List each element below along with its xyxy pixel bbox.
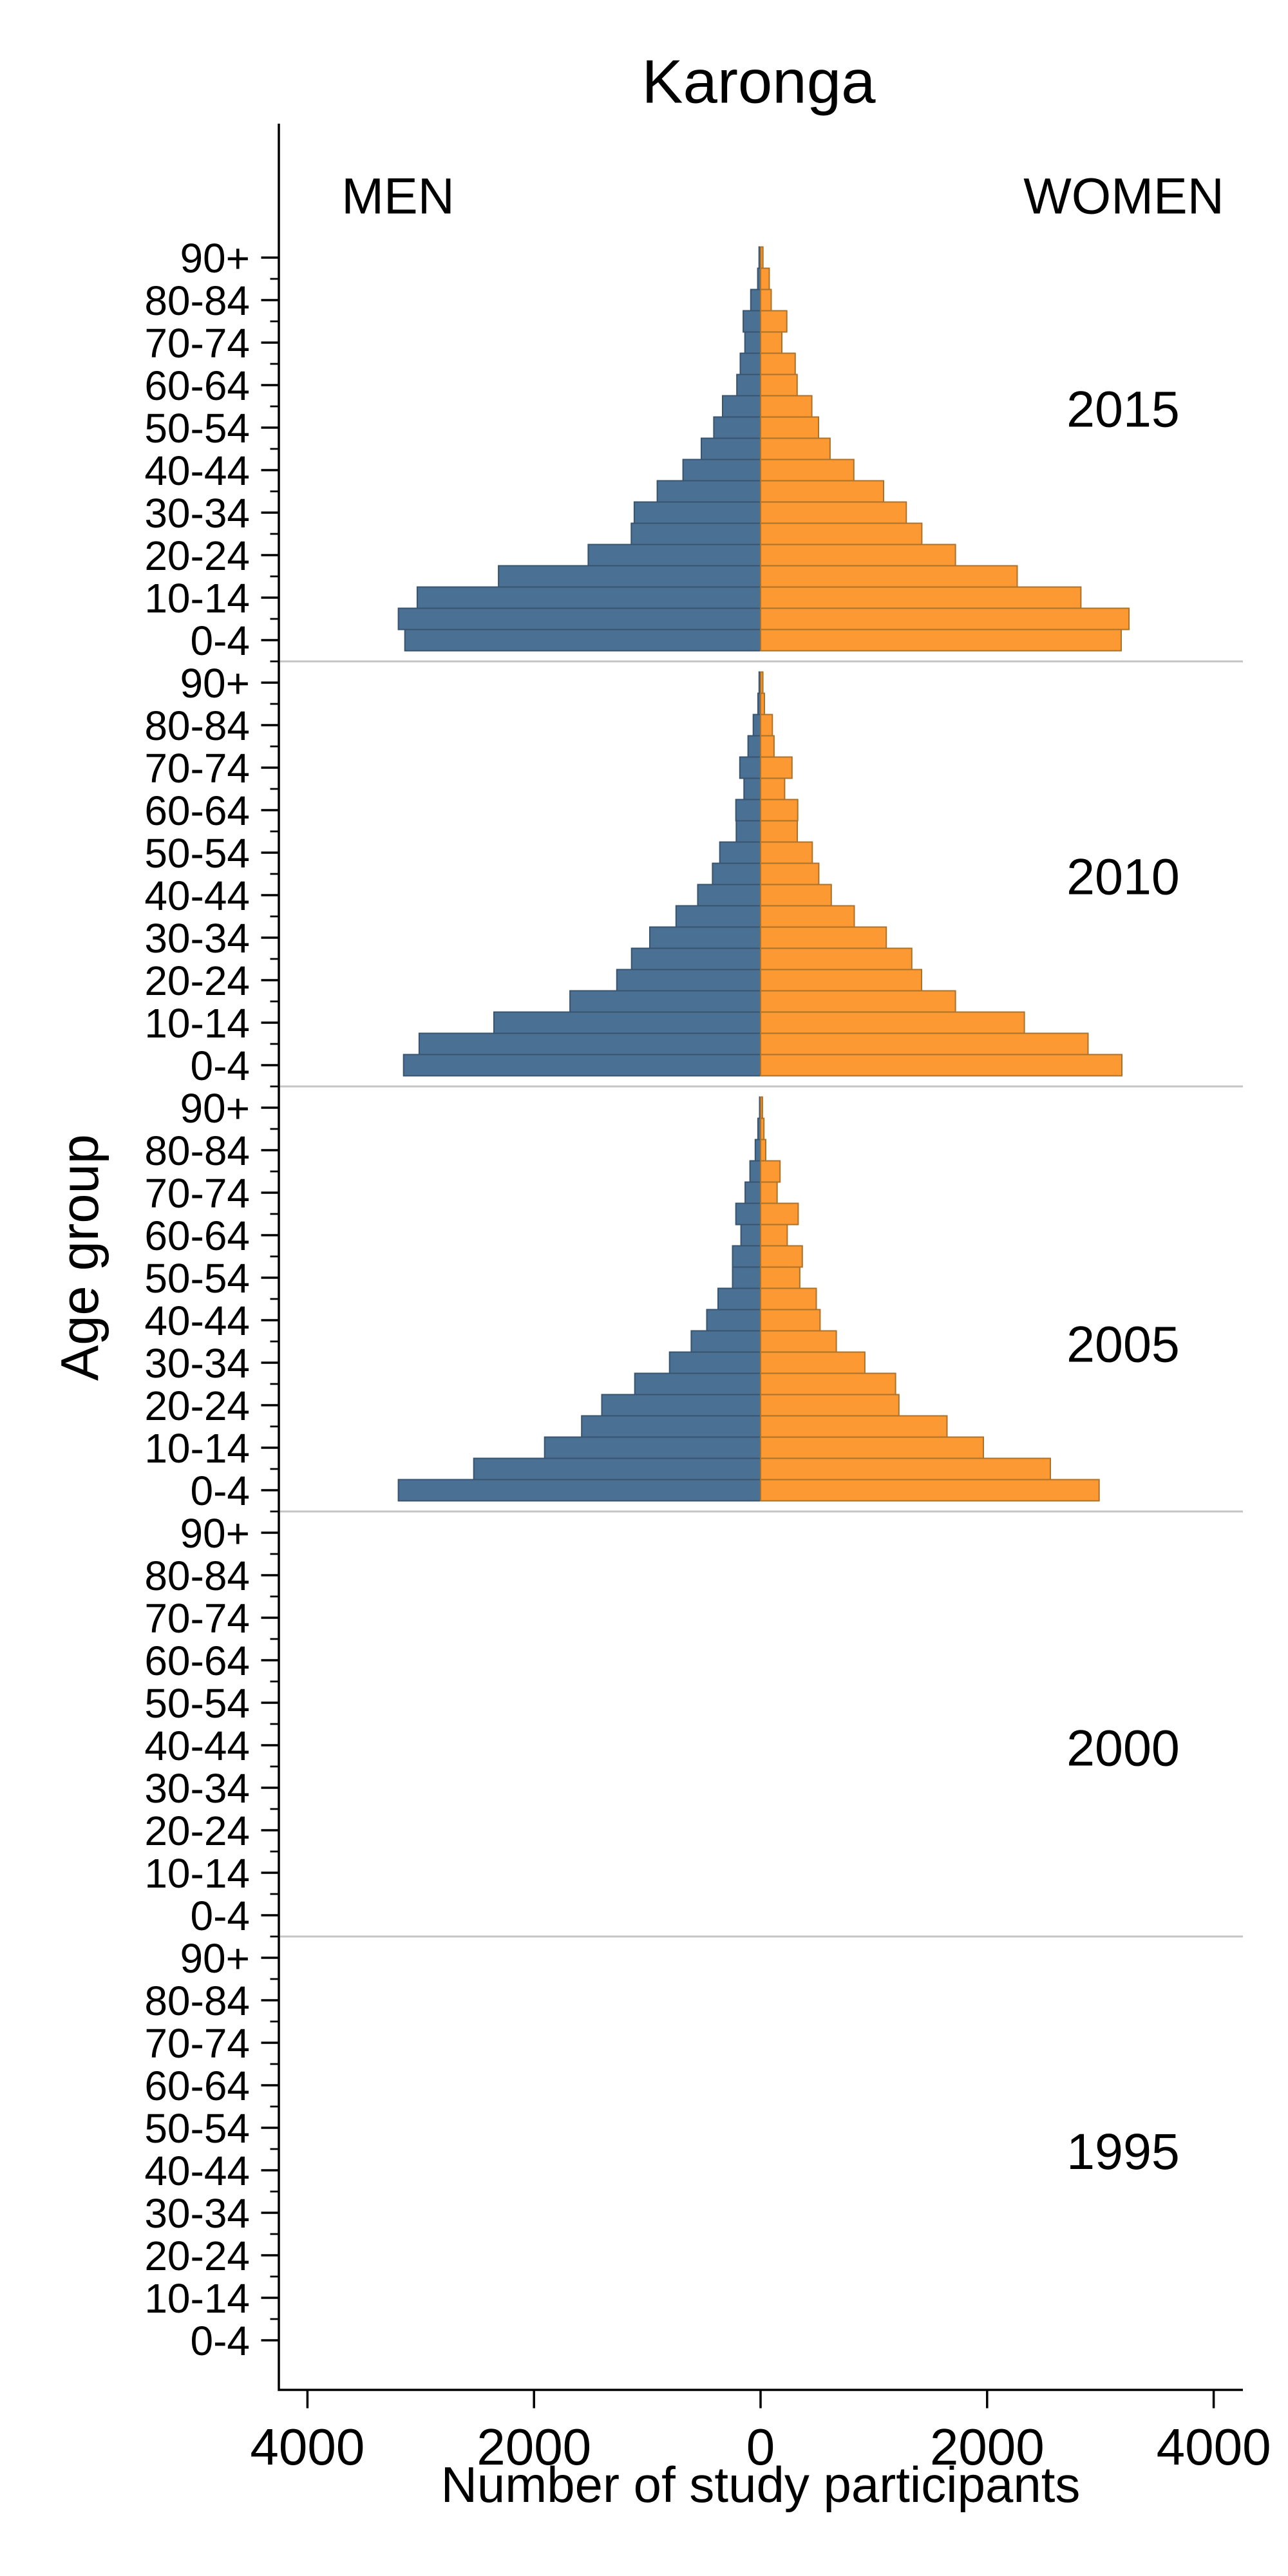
svg-text:10-14: 10-14 <box>144 1000 250 1046</box>
svg-text:90+: 90+ <box>180 660 250 706</box>
svg-text:60-64: 60-64 <box>144 788 250 834</box>
svg-text:70-74: 70-74 <box>144 1595 250 1642</box>
svg-text:60-64: 60-64 <box>144 1638 250 1684</box>
svg-text:90+: 90+ <box>180 235 250 281</box>
svg-text:80-84: 80-84 <box>144 703 250 749</box>
svg-text:2000: 2000 <box>930 2418 1045 2476</box>
svg-text:50-54: 50-54 <box>144 1680 250 1727</box>
svg-text:20-24: 20-24 <box>144 2233 250 2279</box>
svg-text:2010: 2010 <box>1066 848 1180 905</box>
svg-text:MEN: MEN <box>341 167 455 225</box>
svg-text:30-34: 30-34 <box>144 490 250 536</box>
svg-text:WOMEN: WOMEN <box>1023 167 1224 225</box>
svg-text:30-34: 30-34 <box>144 915 250 961</box>
svg-text:20-24: 20-24 <box>144 533 250 579</box>
svg-text:Karonga: Karonga <box>642 47 876 116</box>
svg-text:70-74: 70-74 <box>144 320 250 366</box>
svg-text:80-84: 80-84 <box>144 278 250 324</box>
svg-text:10-14: 10-14 <box>144 2275 250 2322</box>
svg-text:2000: 2000 <box>477 2418 591 2476</box>
svg-text:30-34: 30-34 <box>144 1340 250 1387</box>
svg-text:30-34: 30-34 <box>144 1765 250 1812</box>
svg-text:70-74: 70-74 <box>144 2020 250 2067</box>
svg-text:4000: 4000 <box>250 2418 365 2476</box>
svg-text:70-74: 70-74 <box>144 745 250 791</box>
svg-text:60-64: 60-64 <box>144 2063 250 2109</box>
svg-text:0-4: 0-4 <box>191 618 251 664</box>
svg-text:90+: 90+ <box>180 1935 250 1982</box>
svg-text:10-14: 10-14 <box>144 1425 250 1472</box>
svg-text:4000: 4000 <box>1157 2418 1271 2476</box>
svg-text:60-64: 60-64 <box>144 363 250 409</box>
svg-text:90+: 90+ <box>180 1510 250 1557</box>
svg-text:0-4: 0-4 <box>191 2318 251 2364</box>
svg-text:20-24: 20-24 <box>144 958 250 1004</box>
svg-text:2015: 2015 <box>1066 381 1180 438</box>
svg-text:70-74: 70-74 <box>144 1170 250 1217</box>
svg-text:Age group: Age group <box>50 1134 109 1381</box>
svg-text:Number of study participants: Number of study participants <box>441 2456 1081 2513</box>
svg-text:2000: 2000 <box>1066 1719 1180 1777</box>
svg-text:80-84: 80-84 <box>144 1553 250 1599</box>
svg-text:60-64: 60-64 <box>144 1213 250 1259</box>
svg-text:10-14: 10-14 <box>144 575 250 621</box>
svg-text:40-44: 40-44 <box>144 2148 250 2194</box>
svg-text:1995: 1995 <box>1066 2123 1180 2180</box>
svg-text:30-34: 30-34 <box>144 2190 250 2237</box>
svg-text:80-84: 80-84 <box>144 1128 250 1174</box>
svg-text:20-24: 20-24 <box>144 1808 250 1854</box>
svg-text:0-4: 0-4 <box>191 1893 251 1939</box>
svg-text:20-24: 20-24 <box>144 1383 250 1429</box>
svg-text:40-44: 40-44 <box>144 1298 250 1344</box>
svg-text:90+: 90+ <box>180 1085 250 1132</box>
svg-text:2005: 2005 <box>1066 1316 1180 1373</box>
svg-text:50-54: 50-54 <box>144 2105 250 2152</box>
svg-text:50-54: 50-54 <box>144 405 250 451</box>
svg-text:40-44: 40-44 <box>144 1723 250 1769</box>
svg-text:50-54: 50-54 <box>144 830 250 876</box>
svg-text:40-44: 40-44 <box>144 873 250 919</box>
svg-text:80-84: 80-84 <box>144 1978 250 2024</box>
svg-text:10-14: 10-14 <box>144 1850 250 1897</box>
svg-text:40-44: 40-44 <box>144 448 250 494</box>
svg-text:50-54: 50-54 <box>144 1255 250 1302</box>
svg-text:0: 0 <box>746 2418 775 2476</box>
svg-text:0-4: 0-4 <box>191 1043 251 1089</box>
svg-text:0-4: 0-4 <box>191 1468 251 1514</box>
